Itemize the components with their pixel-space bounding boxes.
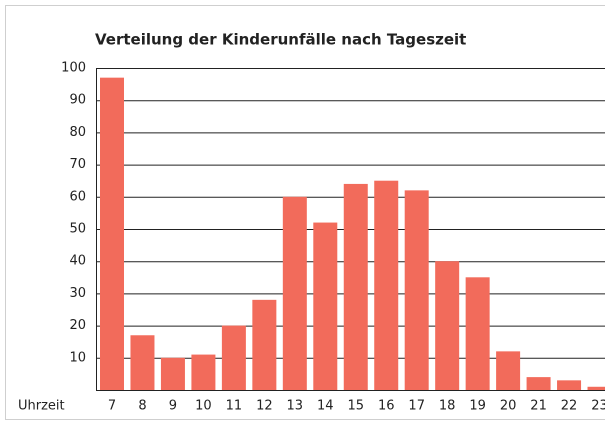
x-tick-label: 9 <box>169 399 177 414</box>
x-tick-label: 14 <box>317 399 334 414</box>
x-tick-label: 10 <box>195 399 212 414</box>
bar <box>374 180 399 390</box>
x-tick-label: 22 <box>561 399 578 414</box>
x-tick-label: 16 <box>378 399 395 414</box>
bar <box>100 77 124 390</box>
bar <box>221 325 246 390</box>
bar <box>404 190 429 390</box>
x-tick-label: 19 <box>469 399 486 414</box>
x-tick-label: 23 <box>591 399 605 414</box>
x-tick-label: 8 <box>138 399 146 414</box>
y-tick-label: 80 <box>69 125 86 140</box>
chart-title: Verteilung der Kinderunfälle nach Tagesz… <box>95 31 466 49</box>
bar <box>587 386 605 390</box>
x-tick-label: 11 <box>226 399 243 414</box>
x-tick-label: 18 <box>439 399 456 414</box>
y-tick-label: 40 <box>69 254 86 269</box>
y-tick-label: 20 <box>69 318 86 333</box>
bar <box>282 196 307 390</box>
x-tick-label: 7 <box>108 399 116 414</box>
y-tick-label: 100 <box>61 61 86 76</box>
y-tick-label: 30 <box>69 286 86 301</box>
y-tick-label: 50 <box>69 222 86 237</box>
bar <box>496 351 521 390</box>
bar <box>313 222 338 390</box>
bar <box>557 380 582 390</box>
bar <box>160 357 185 390</box>
bar <box>465 277 490 390</box>
bar <box>343 183 368 390</box>
bar <box>252 299 277 390</box>
bar <box>130 335 155 390</box>
x-tick-label: 12 <box>256 399 273 414</box>
x-tick-label: 21 <box>530 399 547 414</box>
y-tick-label: 70 <box>69 157 86 172</box>
frame <box>5 5 605 420</box>
bar <box>191 354 216 390</box>
y-tick-label: 90 <box>69 93 86 108</box>
y-tick-label: 60 <box>69 189 86 204</box>
x-tick-label: 13 <box>287 399 304 414</box>
bar <box>435 261 460 390</box>
x-tick-label: 17 <box>408 399 425 414</box>
x-axis-label: Uhrzeit <box>18 399 65 414</box>
x-tick-label: 15 <box>347 399 364 414</box>
y-tick-label: 10 <box>69 350 86 365</box>
bar <box>526 377 551 390</box>
x-tick-label: 20 <box>500 399 517 414</box>
